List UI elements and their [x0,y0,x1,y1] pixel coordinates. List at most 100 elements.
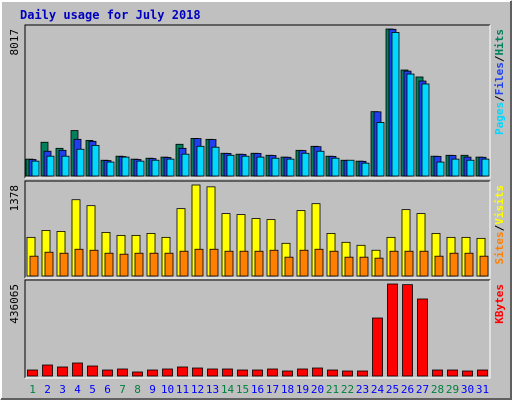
bar [222,368,233,377]
bar [387,283,398,377]
legend-separator: / [493,224,506,231]
x-tick-label: 6 [104,383,111,396]
bar [207,368,218,377]
legend-entry: KBytes [493,284,506,324]
bar [181,153,190,177]
bar [391,32,400,177]
x-tick-label: 4 [74,383,81,396]
bar [179,250,189,277]
legend-separator: / [493,95,506,102]
bar [449,252,459,277]
bar [177,366,188,377]
legend-entry: Visits [493,185,506,225]
panel-edge-dark [24,180,490,278]
bar [166,158,175,177]
legend-entry: Hits [493,29,506,56]
bar [481,158,490,177]
x-tick-label: 7 [119,383,126,396]
bar [134,252,144,277]
bar [316,150,325,177]
y-tick-label: 1378 [8,185,21,212]
bar [121,156,130,177]
bar [151,159,160,177]
bar [192,367,203,377]
legend: Sites/Visits [493,185,506,265]
x-tick-label: 16 [251,383,264,396]
bar [239,250,249,277]
bar [271,157,280,177]
bar [164,252,174,277]
panel-edge-light [25,181,491,279]
bar [406,73,415,177]
x-tick-label: 13 [206,383,219,396]
bar [104,252,114,277]
x-tick-label: 1 [29,383,36,396]
legend-entry: Sites [493,231,506,264]
bar [346,159,355,177]
chart-title: Daily usage for July 2018 [20,8,201,22]
bar [194,248,204,277]
bar [87,365,98,377]
bar [211,146,220,177]
bar [59,252,69,277]
x-tick-label: 12 [191,383,204,396]
bar [269,249,279,277]
bar [267,368,278,377]
bar [136,160,145,177]
bar [89,249,99,277]
bar [106,161,115,177]
x-tick-label: 22 [341,383,354,396]
bar [466,159,475,177]
bar [286,158,295,177]
x-tick-label: 21 [326,383,339,396]
panel-edge-dark [24,279,490,378]
bar [421,83,430,177]
bar [361,162,370,177]
bar [419,250,429,277]
bar [252,369,263,377]
x-tick-label: 28 [431,383,444,396]
bar [376,122,385,177]
bar [344,256,354,277]
x-tick-label: 18 [281,383,294,396]
bar [432,369,443,377]
bar [119,253,129,277]
x-tick-label: 31 [476,383,489,396]
bar [297,368,308,377]
bar [479,255,489,277]
bar [209,248,219,277]
bar [256,156,265,177]
legend-entry: Pages [493,102,506,135]
panel-edge-dark [24,24,490,178]
bar [404,250,414,277]
bar [327,369,338,377]
x-tick-label: 30 [461,383,474,396]
bar [226,154,235,177]
x-tick-label: 5 [89,383,96,396]
bar [254,250,264,277]
bar [462,370,473,377]
x-tick-label: 11 [176,383,189,396]
x-tick-label: 23 [356,383,369,396]
x-tick-label: 17 [266,383,279,396]
bar [314,248,324,277]
x-tick-label: 26 [401,383,414,396]
bar [374,257,384,277]
bar [299,249,309,277]
bar [284,256,294,277]
bar [331,157,340,177]
bar [42,364,53,377]
bar [76,148,85,177]
bar [237,369,248,377]
x-tick-label: 19 [296,383,309,396]
bar [57,366,68,377]
bar [342,370,353,377]
legend: Pages/Files/Hits [493,29,506,135]
bar [147,369,158,377]
bar [359,256,369,277]
legend-entry: Files [493,62,506,95]
x-tick-label: 2 [44,383,51,396]
y-tick-label: 8017 [8,29,21,56]
